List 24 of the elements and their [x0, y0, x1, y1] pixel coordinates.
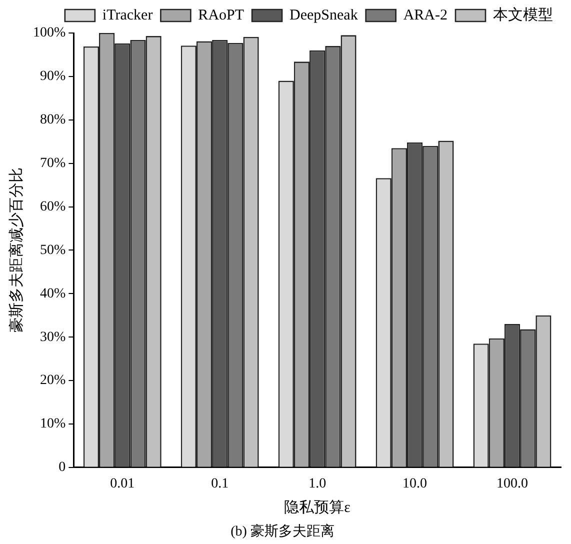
x-tick-label: 0.01	[110, 476, 135, 492]
legend-label: DeepSneak	[290, 7, 358, 24]
y-tick-label: 70%	[40, 156, 66, 171]
y-tick-label: 30%	[40, 330, 66, 345]
y-tick-label: 0	[58, 460, 66, 476]
y-tick-label: 20%	[40, 373, 66, 388]
y-tick-label: 50%	[40, 242, 66, 258]
x-tick-label: 100.0	[496, 476, 528, 492]
y-tick-label: 10%	[40, 416, 66, 432]
legend-label: 本文模型	[493, 6, 553, 24]
text: (b) 豪斯多夫距离	[230, 523, 334, 540]
y-axis-title: 豪斯多夫距离减少百分比	[8, 168, 25, 333]
y-tick-label: 90%	[40, 69, 66, 84]
x-tick-label: 10.0	[402, 476, 428, 492]
x-tick-label: 0.1	[211, 476, 229, 492]
x-tick-label: 1.0	[308, 476, 326, 492]
legend-label: RAoPT	[198, 7, 244, 24]
y-tick-label: 100%	[32, 26, 66, 41]
y-tick-label: 60%	[40, 199, 66, 214]
y-tick-label: 80%	[40, 112, 66, 128]
x-axis-title: 隐私预算ε	[284, 499, 350, 516]
legend-label: ARA-2	[403, 7, 448, 24]
y-tick-label: 40%	[40, 286, 66, 302]
legend-label: iTracker	[102, 7, 153, 24]
